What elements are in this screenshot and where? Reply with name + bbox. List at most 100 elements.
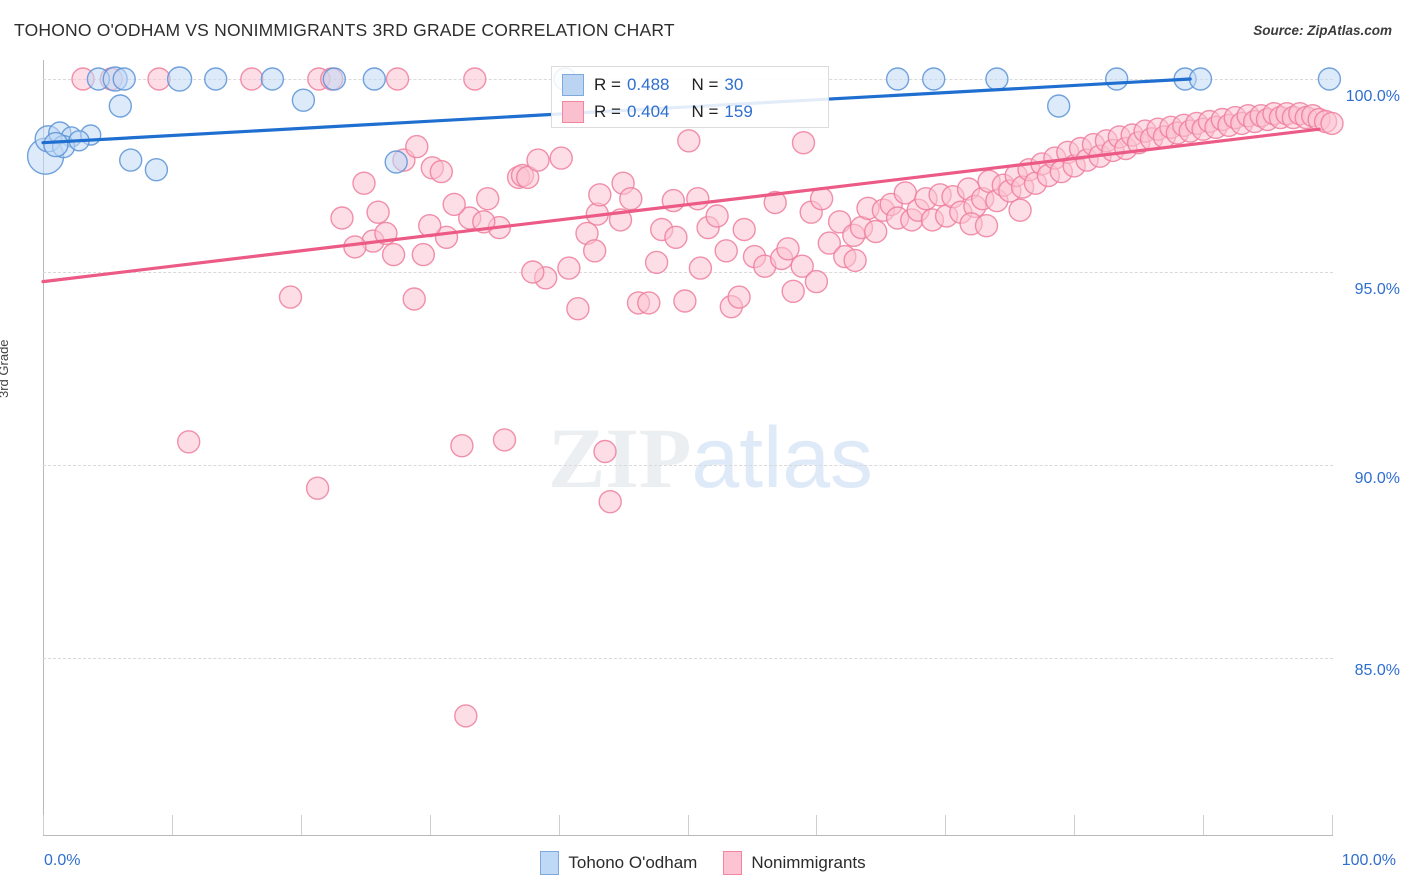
data-point[interactable] <box>583 239 607 263</box>
data-point[interactable] <box>516 165 540 190</box>
data-point[interactable] <box>411 242 435 267</box>
data-point[interactable] <box>804 269 829 294</box>
data-point[interactable] <box>352 171 376 195</box>
legend-label-nonimmigrants: Nonimmigrants <box>751 853 866 872</box>
gridline-95 <box>43 272 1333 273</box>
data-point[interactable] <box>549 146 573 170</box>
data-point[interactable] <box>732 217 756 242</box>
data-point[interactable] <box>922 67 946 91</box>
data-point[interactable] <box>330 206 354 230</box>
data-point[interactable] <box>442 192 466 217</box>
data-point[interactable] <box>385 67 410 91</box>
data-point[interactable] <box>637 291 661 315</box>
data-point[interactable] <box>644 250 669 275</box>
data-point[interactable] <box>1104 67 1129 91</box>
data-point[interactable] <box>673 289 697 313</box>
correlation-stats-legend: R = 0.488 N = 30 R = 0.404 N = 159 <box>551 66 829 128</box>
x-tick-50 <box>687 815 689 835</box>
data-point[interactable] <box>781 279 805 303</box>
data-point[interactable] <box>402 287 426 311</box>
data-point[interactable] <box>817 231 841 255</box>
data-point[interactable] <box>322 67 346 91</box>
data-point[interactable] <box>714 239 738 263</box>
data-point[interactable] <box>112 67 136 91</box>
x-tick-70 <box>945 815 947 835</box>
data-point[interactable] <box>791 130 816 155</box>
data-point[interactable] <box>463 67 487 91</box>
data-point[interactable] <box>790 254 814 278</box>
swatch-nonimmigrants-icon <box>562 100 584 123</box>
data-point[interactable] <box>454 704 478 728</box>
data-point[interactable] <box>450 434 474 458</box>
data-point[interactable] <box>166 66 193 92</box>
gridline-85 <box>43 658 1333 659</box>
x-tick-label-min: 0.0% <box>44 852 81 869</box>
x-tick-30 <box>429 815 431 835</box>
data-point[interactable] <box>619 186 643 211</box>
data-point[interactable] <box>974 213 999 238</box>
gridline-90 <box>43 465 1333 466</box>
data-point[interactable] <box>985 67 1009 91</box>
data-point[interactable] <box>260 67 285 91</box>
data-point[interactable] <box>405 134 429 159</box>
data-point[interactable] <box>566 297 590 321</box>
data-point[interactable] <box>381 242 406 267</box>
data-point[interactable] <box>343 235 367 259</box>
data-point[interactable] <box>1188 67 1213 91</box>
data-point[interactable] <box>1008 198 1032 222</box>
data-point[interactable] <box>763 190 787 215</box>
legend-item-tohono[interactable]: Tohono O'odham <box>540 851 697 875</box>
data-point[interactable] <box>108 94 133 118</box>
r-label-tohono: R = <box>594 74 621 94</box>
data-point[interactable] <box>688 256 713 280</box>
legend-item-nonimmigrants[interactable]: Nonimmigrants <box>723 851 866 875</box>
data-point[interactable] <box>362 67 386 91</box>
data-point[interactable] <box>593 439 617 464</box>
y-tick-label-90: 90.0% <box>1354 470 1400 487</box>
data-point[interactable] <box>278 285 303 309</box>
data-point[interactable] <box>384 150 408 174</box>
data-point[interactable] <box>366 200 390 224</box>
data-point[interactable] <box>727 285 751 309</box>
data-point[interactable] <box>291 88 316 112</box>
data-point[interactable] <box>864 219 888 244</box>
data-point[interactable] <box>1317 67 1342 91</box>
data-point[interactable] <box>492 428 517 452</box>
x-tick-20 <box>300 815 302 835</box>
data-point[interactable] <box>776 237 800 261</box>
data-point[interactable] <box>1320 111 1344 136</box>
data-point[interactable] <box>588 183 612 207</box>
data-point[interactable] <box>476 186 500 211</box>
x-tick-label-max: 100.0% <box>1341 852 1396 869</box>
data-point[interactable] <box>240 67 264 91</box>
y-tick-label-85: 85.0% <box>1354 662 1400 679</box>
data-point[interactable] <box>686 186 710 211</box>
data-point[interactable] <box>843 248 867 273</box>
data-point[interactable] <box>144 157 169 182</box>
y-axis-line <box>43 60 44 835</box>
data-point[interactable] <box>598 490 622 514</box>
data-point[interactable] <box>176 430 201 454</box>
data-point[interactable] <box>705 204 729 228</box>
data-point[interactable] <box>664 225 688 250</box>
data-point[interactable] <box>557 256 581 280</box>
data-point[interactable] <box>118 148 143 172</box>
data-point[interactable] <box>147 67 171 91</box>
data-point[interactable] <box>43 131 69 158</box>
data-point[interactable] <box>827 210 852 234</box>
data-point[interactable] <box>885 67 910 91</box>
data-point[interactable] <box>1046 94 1071 118</box>
swatch-tohono-icon <box>562 73 584 96</box>
legend-swatch-tohono-icon <box>540 851 560 875</box>
data-point[interactable] <box>305 476 330 500</box>
data-point[interactable] <box>203 67 228 91</box>
data-point[interactable] <box>677 129 701 153</box>
data-point[interactable] <box>429 159 453 184</box>
data-point[interactable] <box>521 260 545 284</box>
legend-swatch-nonimmigrants-icon <box>723 851 743 875</box>
y-tick-label-100: 100.0% <box>1345 88 1400 105</box>
data-point[interactable] <box>526 148 550 172</box>
n-label-nonimmigrants: N = <box>691 101 719 121</box>
